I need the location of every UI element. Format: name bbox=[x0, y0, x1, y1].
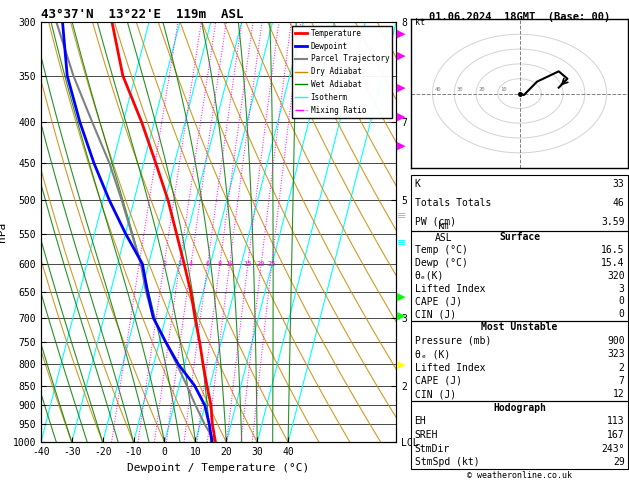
Text: CIN (J): CIN (J) bbox=[415, 309, 455, 319]
Text: ▶: ▶ bbox=[397, 292, 406, 301]
Text: 33: 33 bbox=[613, 179, 625, 189]
Text: 10: 10 bbox=[225, 261, 234, 267]
Text: ▶: ▶ bbox=[397, 112, 406, 122]
Text: ▶: ▶ bbox=[397, 83, 406, 92]
Text: 43°37'N  13°22'E  119m  ASL: 43°37'N 13°22'E 119m ASL bbox=[41, 8, 243, 21]
Text: CIN (J): CIN (J) bbox=[415, 389, 455, 399]
Text: 3: 3 bbox=[619, 284, 625, 294]
X-axis label: Dewpoint / Temperature (°C): Dewpoint / Temperature (°C) bbox=[128, 463, 309, 473]
Text: Lifted Index: Lifted Index bbox=[415, 284, 485, 294]
Text: 900: 900 bbox=[607, 336, 625, 346]
Text: 243°: 243° bbox=[601, 444, 625, 453]
Text: Lifted Index: Lifted Index bbox=[415, 363, 485, 373]
Text: 113: 113 bbox=[607, 417, 625, 426]
Text: 3: 3 bbox=[177, 261, 182, 267]
Text: kt: kt bbox=[415, 18, 425, 27]
Text: 30: 30 bbox=[457, 87, 463, 91]
Text: PW (cm): PW (cm) bbox=[415, 217, 455, 226]
Text: 1: 1 bbox=[137, 261, 142, 267]
Text: 0: 0 bbox=[619, 309, 625, 319]
Text: 15: 15 bbox=[243, 261, 252, 267]
Text: 7: 7 bbox=[619, 376, 625, 386]
Text: 25: 25 bbox=[267, 261, 276, 267]
Text: SREH: SREH bbox=[415, 430, 438, 440]
Text: 20: 20 bbox=[478, 87, 485, 91]
Text: 2: 2 bbox=[162, 261, 166, 267]
Text: Dewp (°C): Dewp (°C) bbox=[415, 258, 467, 268]
Text: ▶: ▶ bbox=[397, 51, 406, 61]
Text: 3.59: 3.59 bbox=[601, 217, 625, 226]
Text: 01.06.2024  18GMT  (Base: 00): 01.06.2024 18GMT (Base: 00) bbox=[429, 12, 610, 22]
Text: CAPE (J): CAPE (J) bbox=[415, 296, 462, 307]
Text: CAPE (J): CAPE (J) bbox=[415, 376, 462, 386]
Text: θₑ(K): θₑ(K) bbox=[415, 271, 444, 281]
Text: Surface: Surface bbox=[499, 232, 540, 243]
Text: 6: 6 bbox=[206, 261, 210, 267]
Text: ▶: ▶ bbox=[397, 311, 406, 321]
Text: 167: 167 bbox=[607, 430, 625, 440]
Text: StmSpd (kt): StmSpd (kt) bbox=[415, 457, 479, 467]
Text: ▶: ▶ bbox=[397, 360, 406, 369]
Text: Totals Totals: Totals Totals bbox=[415, 198, 491, 208]
Text: Pressure (mb): Pressure (mb) bbox=[415, 336, 491, 346]
Text: Most Unstable: Most Unstable bbox=[481, 322, 558, 332]
Text: 12: 12 bbox=[613, 389, 625, 399]
Text: 16.5: 16.5 bbox=[601, 245, 625, 255]
Text: StmDir: StmDir bbox=[415, 444, 450, 453]
Text: 10: 10 bbox=[500, 87, 506, 91]
Text: 0: 0 bbox=[619, 296, 625, 307]
Legend: Temperature, Dewpoint, Parcel Trajectory, Dry Adiabat, Wet Adiabat, Isotherm, Mi: Temperature, Dewpoint, Parcel Trajectory… bbox=[292, 26, 392, 118]
Text: EH: EH bbox=[415, 417, 426, 426]
Text: 4: 4 bbox=[189, 261, 193, 267]
Text: Hodograph: Hodograph bbox=[493, 403, 546, 413]
Text: 8: 8 bbox=[218, 261, 222, 267]
Text: ▶: ▶ bbox=[397, 141, 406, 151]
Text: ▶: ▶ bbox=[397, 29, 406, 39]
Text: 29: 29 bbox=[613, 457, 625, 467]
Text: Temp (°C): Temp (°C) bbox=[415, 245, 467, 255]
Y-axis label: km
ASL: km ASL bbox=[435, 221, 453, 243]
Text: ≡: ≡ bbox=[397, 211, 406, 221]
Text: ≡: ≡ bbox=[397, 238, 406, 248]
Text: 46: 46 bbox=[613, 198, 625, 208]
Text: 40: 40 bbox=[435, 87, 441, 91]
Text: 320: 320 bbox=[607, 271, 625, 281]
Text: 323: 323 bbox=[607, 349, 625, 359]
Text: θₑ (K): θₑ (K) bbox=[415, 349, 450, 359]
Text: 2: 2 bbox=[619, 363, 625, 373]
Y-axis label: hPa: hPa bbox=[0, 222, 7, 242]
Text: © weatheronline.co.uk: © weatheronline.co.uk bbox=[467, 471, 572, 480]
Text: 15.4: 15.4 bbox=[601, 258, 625, 268]
Text: 20: 20 bbox=[257, 261, 265, 267]
Text: K: K bbox=[415, 179, 420, 189]
